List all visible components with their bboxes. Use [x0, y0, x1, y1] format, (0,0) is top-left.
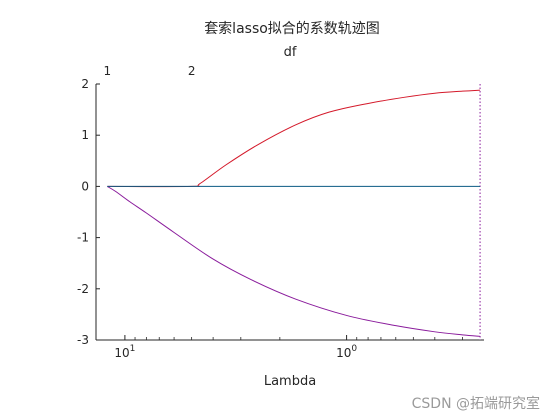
chart-title: 套索lasso拟合的系数轨迹图	[204, 20, 380, 37]
x-axis-label: Lambda	[264, 374, 316, 389]
x-tick-label: 101	[114, 344, 135, 360]
df-tick-label: 2	[188, 64, 196, 78]
y-tick-label: -3	[77, 333, 89, 347]
watermark: CSDN @拓端研究室	[412, 395, 540, 412]
y-tick-label: 2	[81, 77, 89, 91]
y-tick-label: -1	[77, 231, 89, 245]
y-tick-label: 1	[81, 128, 89, 142]
series-line-2	[107, 185, 481, 337]
plot-area: 2 1 0 -1 -2 -3 101 100 1 2	[77, 64, 484, 360]
y-tick-label: 0	[81, 179, 89, 193]
series-line-1	[107, 89, 481, 188]
y-tick-label: -2	[77, 282, 89, 296]
top-axis-label: df	[284, 45, 297, 60]
x-tick-label: 100	[336, 344, 357, 360]
df-tick-label: 1	[104, 64, 112, 78]
